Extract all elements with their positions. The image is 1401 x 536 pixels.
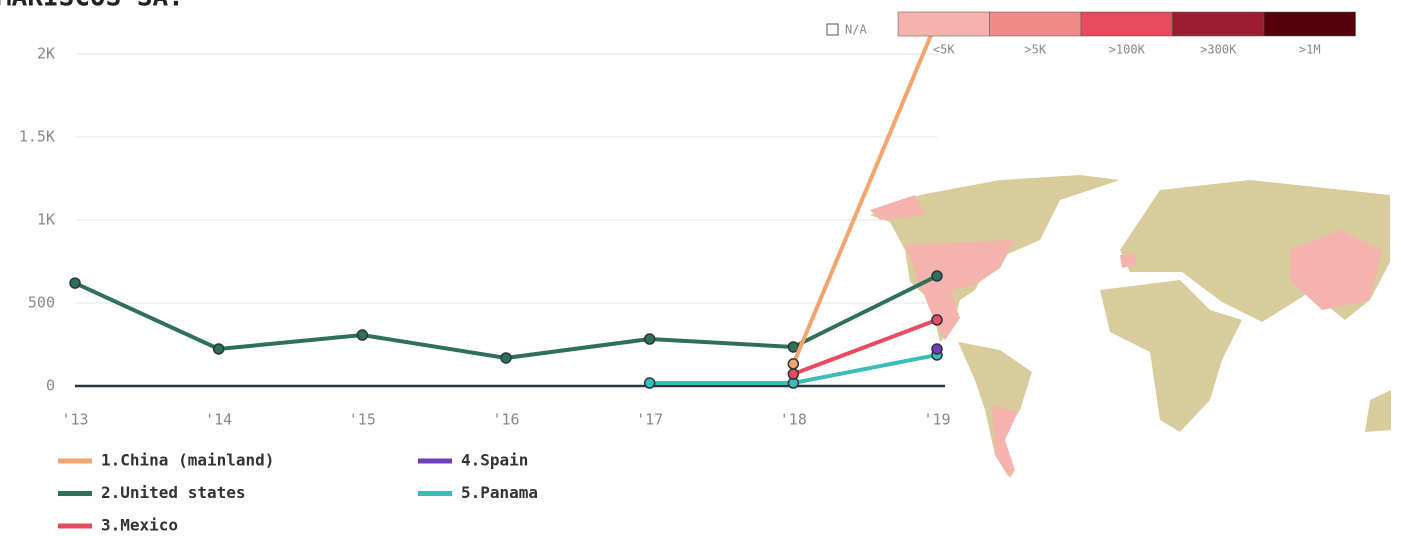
series-line [791,20,939,365]
map-legend-bin [1172,11,1265,37]
y-tick-label: 1K [37,211,55,229]
map-legend-label: >100K [1109,43,1146,57]
data-point [931,314,943,326]
map-legend-label: >300K [1200,43,1237,57]
x-tick-label: '17 [636,411,663,429]
map-legend-bin [897,11,990,37]
map-legend-label: >5K [1024,43,1046,57]
map-legend-label: <5K [933,43,955,57]
data-point [643,377,656,389]
x-tick-label: '13 [61,411,88,429]
na-box [826,23,839,36]
world-map [870,175,1391,478]
legend-label: 5.Panama [461,483,538,502]
legend-label: 4.Spain [461,451,528,470]
data-point [931,270,943,282]
x-tick-label: '14 [205,411,232,429]
data-point [931,343,943,355]
data-point [643,333,656,345]
map-legend-label: >1M [1299,43,1321,57]
data-point [356,329,369,341]
y-tick-label: 2K [37,45,55,63]
data-point [69,277,81,289]
series-line [74,274,938,360]
y-tick-label: 0 [46,377,55,395]
data-point [787,358,800,370]
x-tick-label: '16 [492,411,519,429]
map-legend-bin [1263,11,1356,37]
map-legend-bin [1080,11,1173,37]
legend-label: 2.United states [101,483,246,502]
y-tick-label: 500 [28,294,55,312]
map-legend-bin [989,11,1082,37]
data-point [787,368,800,380]
x-tick-label: '19 [923,411,950,429]
y-tick-label: 1.5K [19,128,55,146]
series-line [792,318,938,376]
data-point [500,352,512,364]
legend-label: 1.China (mainland) [101,451,274,470]
x-tick-label: '18 [780,411,807,429]
legend-label: 3.Mexico [101,516,178,535]
na-label: N/A [845,23,867,37]
data-point [212,343,225,355]
x-tick-label: '15 [349,411,376,429]
chart-title: MARISCOS SA. [0,0,184,13]
